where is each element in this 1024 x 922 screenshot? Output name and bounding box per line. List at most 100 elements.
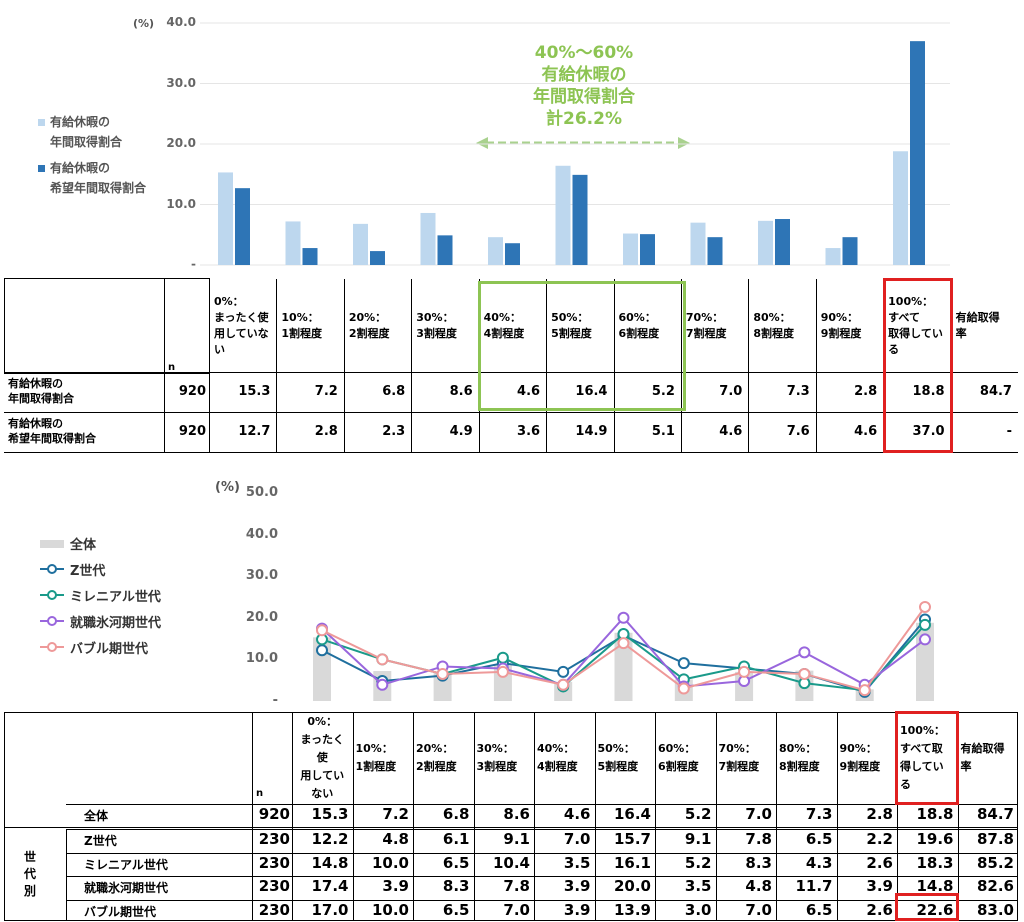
table1-vline	[411, 372, 413, 452]
table1-row-label-l1: 有給休暇の	[8, 417, 63, 430]
table2-col-header-line: 90%：	[839, 742, 877, 755]
table1-cell: 4.6	[854, 424, 878, 439]
table2-vline	[352, 712, 354, 921]
table2-row-cell: 9.1	[684, 830, 712, 848]
table2-row-cell: 3.9	[563, 900, 591, 919]
table1-cell: 4.9	[449, 424, 473, 439]
table1-row-label-l2: 年間取得割合	[8, 392, 74, 405]
table1-col-header-line: 90%：	[820, 310, 859, 324]
table1-col-header-line: 取得してい	[888, 326, 943, 340]
table2-vline	[413, 712, 414, 921]
table1-cell: 4.6	[517, 384, 541, 399]
table2-row-cell: 7.8	[745, 830, 772, 848]
table2-col-header-line: 8割程度	[779, 760, 820, 773]
chart2-point	[798, 646, 811, 659]
table2-row-cell: 3.5	[563, 853, 591, 872]
table2-row-cell: 19.6	[916, 830, 954, 848]
table1-col-header: 90%： 9割程度	[815, 279, 884, 372]
table1-vline	[343, 372, 345, 452]
table2-group-label-char: 世	[24, 850, 37, 864]
table2-col-header-line: 1割程度	[355, 760, 397, 773]
table2-row-cell: 9.1	[503, 830, 530, 848]
annotation-arrow	[476, 137, 690, 149]
table2-vline	[957, 712, 959, 921]
table1-col-header-line: 80%：	[753, 310, 791, 324]
chart1-bar-desired	[302, 248, 318, 265]
table1-vline	[209, 372, 210, 452]
chart1-bar-actual	[218, 172, 233, 265]
table1-row-label-l1: 有給休暇の	[8, 377, 63, 390]
chart1-bar-actual	[623, 233, 638, 265]
chart1-bar-actual	[285, 221, 301, 265]
table2-col-header-line: 20%：	[416, 742, 454, 755]
legend-millennial-label: ミレニアル世代	[70, 589, 161, 605]
table2-col-header-line: 5割程度	[597, 760, 639, 773]
table2-vline	[534, 712, 535, 921]
table2-col-header-line: 3割程度	[476, 760, 518, 773]
table2-col-header: 80%： 8割程度	[779, 712, 834, 804]
table1-col-header: 100%： すべて 取得している	[883, 279, 951, 372]
table1-col-header: 20%： 2割程度	[343, 279, 412, 372]
table2-col-header-line: 得してい	[900, 760, 944, 773]
table2-total-cell: 18.8	[916, 805, 954, 823]
legend-all: 全体	[40, 530, 161, 556]
legend-ice-age: 就職氷河期世代	[40, 608, 161, 634]
table1-col-header-line: 20%：	[348, 310, 387, 324]
table2-total-cell: 6.8	[442, 805, 470, 823]
table1-col-header: 10%： 1割程度	[276, 279, 344, 372]
table1-col-header-line: 7割程度	[685, 326, 727, 340]
table2-row-border	[66, 899, 1018, 901]
table2-row-cell: 7.0	[503, 900, 530, 919]
table1-cell: 7.6	[786, 424, 810, 439]
table1-cell: 7.2	[314, 384, 338, 399]
table2-total-cell: 8.6	[503, 805, 530, 823]
table2-vline	[292, 712, 293, 921]
table2-vline	[776, 712, 777, 921]
table2-row-cell: 6.5	[805, 900, 833, 919]
table2-row-n: 230	[258, 853, 290, 872]
table2-col-header-line: 70%：	[718, 742, 756, 755]
table2-row-label: 就職氷河期世代	[84, 881, 169, 895]
table1-cell: 84.7	[979, 384, 1012, 399]
annotation-line: 有給休暇の	[541, 65, 627, 85]
table2-row-cell: 6.1	[442, 830, 470, 848]
table2-col-header: 90%： 9割程度	[840, 712, 895, 804]
table1-col-header-line: 5割程度	[551, 326, 592, 340]
table1-cell: 7.0	[719, 384, 743, 399]
table2-row-cell: 3.9	[563, 877, 591, 895]
table2-row-n: 230	[258, 830, 290, 848]
table1-col-header-line: 2割程度	[348, 326, 390, 340]
table2-row-border	[66, 829, 1018, 830]
table2-total-cell: 2.8	[866, 805, 893, 823]
table2-row-border	[66, 852, 1018, 854]
table2-col-header-line: ない	[311, 787, 334, 800]
table2-total-n: 920	[258, 805, 290, 823]
chart2-point	[919, 633, 931, 646]
table2-total-label: 全体	[84, 809, 109, 823]
table1-col-header: 80%： 8割程度	[748, 279, 816, 372]
table2-total-cell: 84.7	[976, 805, 1014, 823]
table2-right-border	[1017, 712, 1018, 921]
highlight-bubble-100	[895, 893, 959, 921]
table1-cell: 6.8	[382, 384, 406, 399]
table2-col-header-line: 0%：	[307, 715, 338, 728]
table2-vline	[897, 712, 898, 921]
chart1-bar-desired	[572, 174, 588, 265]
chart2-point	[376, 653, 389, 666]
table2-row-cell: 4.8	[382, 830, 409, 848]
chart1-y-tick: -	[191, 257, 196, 271]
table2-col-header-line: る	[900, 778, 911, 791]
table2-row-cell: 16.1	[613, 853, 651, 872]
chart2-y-tick: 50.0	[245, 485, 278, 500]
table1-vline	[680, 372, 682, 452]
table1-cell: 2.3	[382, 424, 406, 439]
table1-cell: 4.6	[719, 424, 743, 439]
annotation-line: 年間取得割合	[533, 87, 635, 107]
table2-col-header-line: 7割程度	[718, 760, 760, 773]
table1-cell: 5.1	[651, 424, 675, 439]
table2-total-cell: 7.2	[382, 805, 409, 823]
legend-actual-swatch	[38, 119, 45, 126]
chart2-legend: 全体 Z世代 ミレニアル世代 就職氷河期世代 バブル期世代	[40, 530, 161, 660]
table1-cell: 16.4	[575, 384, 608, 399]
table2-row-n: 230	[258, 900, 290, 919]
